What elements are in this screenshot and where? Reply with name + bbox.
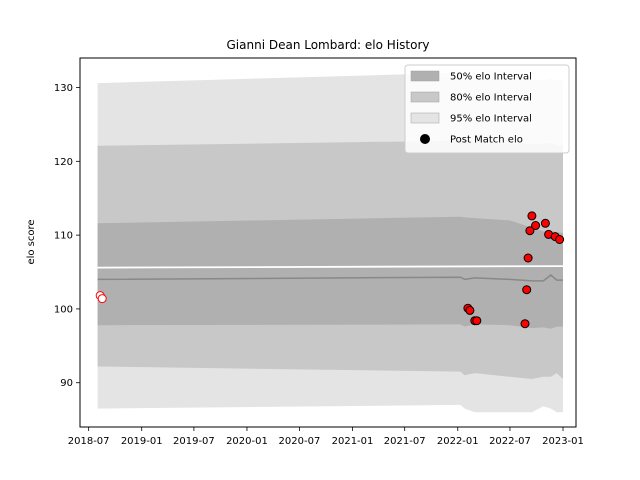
x-tick-label: 2023-01: [542, 436, 584, 447]
y-tick-label: 100: [54, 304, 73, 315]
post-match-elo-point: [525, 226, 535, 236]
x-tick-label: 2019-01: [121, 436, 163, 447]
legend-swatch: [410, 91, 440, 103]
post-match-elo-point: [540, 218, 550, 228]
x-tick-label: 2022-01: [437, 436, 479, 447]
x-tick-label: 2020-07: [279, 436, 321, 447]
chart-title: Gianni Dean Lombard: elo History: [227, 38, 430, 52]
legend-swatch: [410, 70, 440, 82]
x-tick-label: 2022-07: [489, 436, 531, 447]
band-50-interval: [97, 216, 563, 329]
post-match-elo-point: [520, 319, 530, 329]
post-match-elo-point: [472, 316, 482, 326]
post-match-elo-point: [465, 305, 475, 315]
post-match-elo-point: [531, 221, 541, 230]
x-tick-label: 2021-01: [332, 436, 374, 447]
mean-elo-line: [97, 274, 563, 282]
x-axis: 2018-07 2019-01 2019-07 2020-01 2020-07 2021-…: [68, 427, 584, 447]
y-tick-label: 130: [54, 83, 73, 94]
reference-line: [97, 265, 564, 269]
y-tick-label: 110: [54, 231, 73, 242]
legend-label: 50% elo Interval: [450, 72, 532, 83]
legend-label: Post Match elo: [450, 135, 523, 146]
x-tick-label: 2019-07: [173, 436, 215, 447]
y-tick-label: 90: [60, 378, 73, 389]
y-tick-label: 120: [54, 157, 73, 168]
legend: 50% elo Interval 80% elo Interval 95% elo …: [404, 64, 570, 154]
x-tick-label: 2021-07: [384, 436, 426, 447]
y-axis-title: elo score: [26, 219, 37, 264]
x-tick-label: 2018-07: [68, 436, 110, 447]
y-axis: 90 100 110 120 130: [54, 83, 80, 389]
post-match-elo-point: [555, 235, 565, 244]
x-tick-label: 2020-01: [226, 436, 268, 447]
legend-swatch: [410, 112, 440, 124]
plot-area: [95, 72, 565, 413]
pre-match-elo-point: [97, 294, 107, 304]
post-match-elo-point: [527, 211, 537, 221]
legend-label: 80% elo Interval: [450, 93, 532, 104]
legend-marker: [420, 134, 430, 144]
post-match-elo-point: [522, 285, 532, 295]
legend-label: 95% elo Interval: [450, 114, 532, 125]
post-match-elo-point: [523, 253, 533, 263]
axes-frame: [79, 57, 577, 428]
legend-box: [404, 64, 570, 154]
